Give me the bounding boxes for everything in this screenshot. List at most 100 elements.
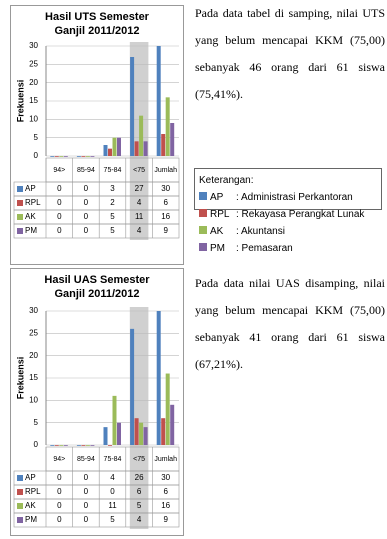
table-row xyxy=(13,223,180,239)
legend-swatch xyxy=(199,209,207,217)
table-row xyxy=(13,209,180,225)
data-label: 9 xyxy=(163,515,168,524)
bar xyxy=(54,156,59,157)
data-label: 0 xyxy=(84,226,89,235)
bar xyxy=(81,156,86,157)
bar xyxy=(81,445,86,446)
data-label: 0 xyxy=(57,184,62,193)
y-tick-label: 30 xyxy=(29,306,38,315)
bar xyxy=(108,148,112,156)
x-tick-label: Jumlah xyxy=(154,456,177,463)
y-tick-label: 15 xyxy=(29,373,38,382)
bar xyxy=(161,418,166,445)
series-swatch xyxy=(17,489,23,495)
data-label: 6 xyxy=(163,487,168,496)
data-label: 4 xyxy=(137,198,142,207)
data-label: 11 xyxy=(108,501,117,510)
bar xyxy=(59,445,64,446)
y-tick-label: 25 xyxy=(29,328,38,337)
y-tick-label: 25 xyxy=(29,59,38,68)
legend-items: AP : Administrasi Perkantoran RPL : Rekayas… xyxy=(199,189,377,254)
y-tick-label: 20 xyxy=(29,351,38,360)
bar xyxy=(85,156,90,157)
legend-code: PM xyxy=(210,243,225,254)
series-swatch xyxy=(17,200,23,206)
series-swatch xyxy=(17,186,23,192)
legend-entry: RPL xyxy=(25,487,41,496)
data-label: 0 xyxy=(84,515,89,524)
chart: Hasil UTS Semester Ganjil 2011/2012 Freku… xyxy=(10,5,184,265)
data-label: 16 xyxy=(161,501,170,510)
bar xyxy=(170,123,175,156)
table-row xyxy=(13,498,180,514)
bar xyxy=(165,373,170,445)
legend-entry: PM xyxy=(25,515,37,524)
bar xyxy=(54,445,59,446)
table-row xyxy=(13,512,180,528)
data-label: 0 xyxy=(84,473,89,482)
chart: Hasil UAS Semester Ganjil 2011/2012 Freku… xyxy=(10,268,184,536)
data-label: 0 xyxy=(84,184,89,193)
bar xyxy=(63,156,68,157)
data-label: 0 xyxy=(57,212,62,221)
y-tick-label: 30 xyxy=(29,41,38,50)
legend-label: : Rekayasa Perangkat Lunak xyxy=(236,209,365,220)
data-label: 4 xyxy=(110,473,115,482)
legend-item: RPL : Rekayasa Perangkat Lunak xyxy=(199,206,377,223)
legend-item: AK: Akuntansi xyxy=(199,223,377,240)
data-label: 5 xyxy=(137,501,142,510)
data-label: 30 xyxy=(161,473,170,482)
data-label: 0 xyxy=(84,487,89,496)
x-tick-label: 85-94 xyxy=(77,167,95,174)
legend-item: PM: Pemasaran xyxy=(199,240,377,257)
bar xyxy=(50,445,55,446)
bar xyxy=(139,115,144,156)
data-label: 11 xyxy=(135,212,144,221)
chart-title: Hasil UAS Semester Ganjil 2011/2012 xyxy=(44,274,150,300)
series-swatch xyxy=(17,503,23,509)
legend-code: RPL xyxy=(210,209,230,220)
bar xyxy=(139,422,144,445)
x-tick-label: <75 xyxy=(133,456,145,463)
bar xyxy=(170,404,175,445)
bar xyxy=(50,156,55,157)
x-tick-label: 75-84 xyxy=(104,456,122,463)
legend-code: AK xyxy=(210,226,224,237)
data-label: 6 xyxy=(137,487,142,496)
data-label: 0 xyxy=(84,198,89,207)
data-label: 26 xyxy=(135,473,144,482)
legend-label: : Administrasi Perkantoran xyxy=(236,192,353,203)
legend-entry: PM xyxy=(25,226,37,235)
data-label: 5 xyxy=(110,226,115,235)
legend-entry: AP xyxy=(25,184,36,193)
y-axis-label: Frekuensi xyxy=(15,80,25,123)
y-tick-label: 15 xyxy=(29,96,38,105)
bar xyxy=(165,97,170,156)
series-swatch xyxy=(17,228,23,234)
data-label: 0 xyxy=(84,501,89,510)
bar xyxy=(90,156,95,157)
bar xyxy=(130,57,135,156)
legend-swatch xyxy=(199,243,207,251)
y-tick-label: 5 xyxy=(34,418,39,427)
legend-entry: AP xyxy=(25,473,36,482)
bar xyxy=(90,445,95,446)
bar xyxy=(76,156,81,157)
paragraph: Pada data tabel di samping, nilai UTS ya… xyxy=(195,6,385,101)
bar xyxy=(85,445,90,446)
paragraph: Pada data nilai UAS disamping, nilai yan… xyxy=(195,276,385,371)
data-label: 2 xyxy=(110,198,115,207)
data-label: 6 xyxy=(163,198,168,207)
data-label: 5 xyxy=(110,212,115,221)
data-label: 0 xyxy=(57,515,62,524)
data-label: 0 xyxy=(57,487,62,496)
bar xyxy=(112,395,117,445)
data-label: 0 xyxy=(57,473,62,482)
series-swatch xyxy=(17,475,23,481)
data-label: 16 xyxy=(161,212,170,221)
data-label: 4 xyxy=(137,226,142,235)
legend-code: AP xyxy=(210,192,224,203)
